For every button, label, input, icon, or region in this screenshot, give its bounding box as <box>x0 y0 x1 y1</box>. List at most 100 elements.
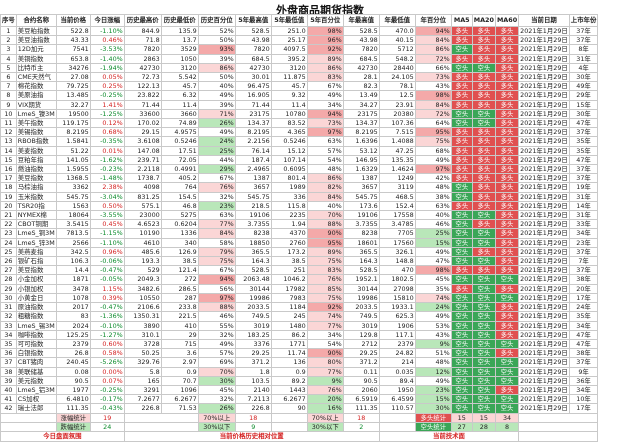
table-cell: 17年 <box>568 292 599 304</box>
table-cell: 0.11 <box>342 366 380 377</box>
table-cell: 7820 <box>234 44 272 55</box>
table-cell: 749.5 <box>234 311 272 322</box>
table-cell: 4.9575 <box>160 127 199 138</box>
table-cell: 146.95 <box>342 154 380 166</box>
table-cell: 72.73 <box>123 72 162 83</box>
table-cell: 2021年1月29日 <box>518 182 570 193</box>
table-cell: 多头 <box>494 384 520 396</box>
table-cell: 28440 <box>378 62 416 74</box>
table-cell: 白银指数 <box>15 348 57 359</box>
table-cell: 1387 <box>234 173 272 184</box>
table-cell: 2021年1月29日 <box>518 200 570 212</box>
table-cell: 33 <box>0 320 17 331</box>
table-cell: 72.05 <box>160 154 199 166</box>
table-cell: 8238 <box>234 228 272 239</box>
table-cell: 多头 <box>450 164 473 175</box>
table-cell: 13.7 <box>160 35 199 46</box>
table-cell: 多头 <box>450 90 473 101</box>
table-cell: 126.9 <box>160 246 199 258</box>
table-cell: 空头 <box>471 375 496 386</box>
table-cell: 90% <box>306 348 344 359</box>
table-cell: 多头 <box>471 81 496 92</box>
table-cell: 2021年1月29日 <box>518 145 570 156</box>
table-cell: 272 <box>160 274 199 285</box>
table-cell: 燃油指数 <box>15 164 57 175</box>
table-cell: 空头 <box>471 348 496 359</box>
table-cell: 多头 <box>471 154 496 166</box>
table-cell: 46% <box>414 219 452 230</box>
table-cell: 5275 <box>160 210 199 221</box>
blank-cell <box>123 421 199 432</box>
table-cell: 103.5 <box>234 375 272 386</box>
table-cell: 7.2677 <box>123 394 162 405</box>
table-row: 29 小银加权 3478 1.15% 3482.6 286.5 56% 30144 17982 8… <box>0 283 599 294</box>
table-cell: 空头 <box>494 403 520 414</box>
bull-a: 15 <box>450 412 473 423</box>
table-cell: 90% <box>306 228 344 239</box>
table-cell: 2021年1月29日 <box>518 25 570 37</box>
table-cell: 0.60% <box>89 338 125 350</box>
blank-cell <box>518 412 599 423</box>
table-cell: 111.35 <box>342 403 380 414</box>
table-cell: 多头 <box>494 219 520 230</box>
table-cell: 8年 <box>568 44 599 55</box>
table-cell: 86.2 <box>270 329 308 340</box>
table-cell: 多头 <box>494 25 520 37</box>
blank-cell <box>123 412 199 423</box>
table-cell: 3.4785 <box>378 219 416 230</box>
table-cell: 84% <box>197 228 236 239</box>
table-cell: 多头 <box>471 90 496 101</box>
blank-cell <box>0 421 57 432</box>
table-cell: 多头 <box>471 219 496 230</box>
table-cell: TSR20指 <box>15 200 57 212</box>
table-cell: 26% <box>197 118 236 129</box>
table-cell: 29年 <box>568 90 599 101</box>
table-cell: 2021年1月29日 <box>518 219 570 230</box>
table-cell: 6.4599 <box>378 394 416 405</box>
table-cell: 多头 <box>494 108 520 120</box>
table-cell: 美午指数 <box>15 118 57 129</box>
table-row: 39 美元指数 90.5 0.07% 165 70.7 30% 103.5 89.2 9% 90.5… <box>0 375 599 386</box>
table-cell: 96% <box>306 35 344 46</box>
table-cell: 74.89 <box>160 118 199 129</box>
table-cell: 1078 <box>55 292 91 304</box>
table-cell: 2021年1月29日 <box>518 366 570 377</box>
table-cell: CME天然气 <box>15 72 57 83</box>
table-cell: 3376 <box>234 338 272 350</box>
table-cell: 83 <box>55 311 91 322</box>
column-header: 5年最高值 <box>234 14 272 27</box>
table-cell: 多头 <box>471 200 496 212</box>
table-cell: 多头 <box>494 348 520 359</box>
column-header: 当前日期 <box>518 14 570 27</box>
table-cell: 240.45 <box>55 357 91 368</box>
table-cell: 9 <box>0 99 17 110</box>
table-cell: 1977 <box>55 384 91 396</box>
table-cell: 49% <box>197 338 236 350</box>
table-cell: 5.8 <box>123 366 162 377</box>
table-cell: -1.10% <box>89 237 125 248</box>
table-cell: 2021年1月29日 <box>518 384 570 396</box>
table-cell: 4 <box>0 53 17 64</box>
table-cell: 29.25 <box>342 348 380 359</box>
table-cell: 165 <box>123 375 162 386</box>
table-cell: 54% <box>306 154 344 166</box>
table-cell: 2021年1月29日 <box>518 320 570 331</box>
table-row: 21 NYMEX棉 18064 -3.55% 23000 5275 63% 19106 2235… <box>0 210 599 221</box>
table-cell: 1.15% <box>89 283 125 294</box>
table-cell: 多头 <box>471 246 496 258</box>
table-cell: 28.1 <box>342 72 380 83</box>
table-cell: 空头 <box>471 302 496 313</box>
table-cell: 多头 <box>494 53 520 64</box>
table-cell: 3119 <box>378 182 416 193</box>
table-cell: -1.94% <box>89 62 125 74</box>
table-cell: 57% <box>306 145 344 156</box>
table-cell: 32% <box>197 394 236 405</box>
table-cell: 31年 <box>568 191 599 202</box>
table-cell: 5712 <box>378 44 416 55</box>
table-row: 33 LmeS_锡3M 2024 -0.10% 3890 410 55% 3019 1480 77… <box>0 320 599 331</box>
table-cell: 71.53 <box>160 403 199 414</box>
table-cell: 86% <box>414 44 452 55</box>
table-cell: 空头 <box>471 210 496 221</box>
table-cell: 空头 <box>450 338 473 350</box>
table-cell: 22 <box>0 219 17 230</box>
